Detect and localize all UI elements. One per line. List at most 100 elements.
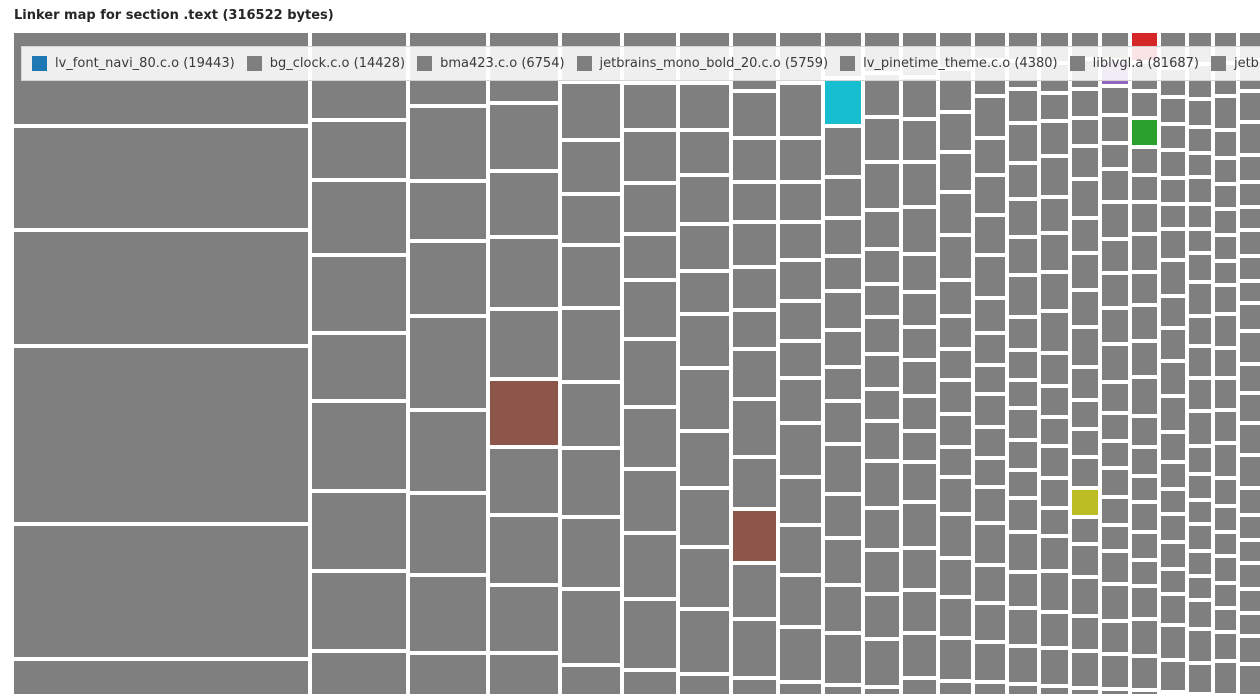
- treemap-column: [903, 33, 936, 694]
- treemap-cell: [1215, 663, 1236, 694]
- treemap-cell: [1102, 622, 1128, 653]
- treemap-cell: [1102, 553, 1128, 582]
- treemap-cell: [1041, 538, 1068, 570]
- treemap-cell: [1189, 100, 1211, 125]
- treemap-cell: [410, 243, 486, 314]
- treemap-cell: [1240, 456, 1260, 487]
- treemap-cell: [410, 318, 486, 408]
- treemap-cell: [1132, 177, 1157, 200]
- treemap-column: [1009, 33, 1037, 694]
- treemap-cell: [1215, 507, 1236, 530]
- treemap-cell: [1215, 186, 1236, 207]
- treemap-cell: [1041, 158, 1068, 195]
- treemap-cell: [1132, 92, 1157, 116]
- treemap-cell: [1102, 691, 1128, 694]
- treemap-cell: [903, 362, 936, 395]
- treemap-cell: [825, 331, 861, 365]
- treemap-cell: [1072, 545, 1098, 576]
- treemap-cell: [1161, 516, 1185, 541]
- treemap-column: [1215, 33, 1236, 694]
- treemap-cell: [1161, 397, 1185, 431]
- legend-item: lv_pinetime_theme.c.o (4380): [840, 56, 1058, 71]
- treemap-cell: [1132, 307, 1157, 339]
- legend-label: lv_pinetime_theme.c.o (4380): [863, 56, 1058, 71]
- treemap-cell: [624, 132, 676, 182]
- treemap-cell: [825, 686, 861, 694]
- treemap-cell: [1132, 273, 1157, 304]
- treemap-cell: [780, 576, 821, 625]
- treemap-cell: [1072, 458, 1098, 486]
- treemap-cell: [1072, 120, 1098, 144]
- treemap-cell: [1189, 552, 1211, 575]
- treemap-cell: [1161, 151, 1185, 176]
- treemap-cell: [1009, 382, 1037, 407]
- treemap-cell: [940, 560, 971, 596]
- treemap-cell: [624, 409, 676, 467]
- treemap-cell: [1009, 441, 1037, 468]
- treemap-cell: [1189, 284, 1211, 314]
- treemap-cell: [1009, 471, 1037, 496]
- treemap-cell: [1215, 584, 1236, 607]
- treemap-cell: [410, 412, 486, 491]
- treemap-cell: [410, 495, 486, 573]
- treemap-canvas: [14, 33, 1260, 694]
- treemap-cell: [1132, 658, 1157, 689]
- treemap-cell: [865, 212, 899, 247]
- treemap-cell: [680, 132, 729, 173]
- treemap-cell: [940, 317, 971, 347]
- treemap-cell: [1072, 291, 1098, 326]
- treemap-cell: [1132, 588, 1157, 617]
- treemap-cell: [1072, 147, 1098, 178]
- treemap-cell: [410, 655, 486, 694]
- legend-swatch-icon: [417, 56, 433, 71]
- treemap-cell: [940, 350, 971, 378]
- treemap-cell: [825, 635, 861, 683]
- treemap-cell: [865, 689, 899, 694]
- treemap-cell: [1161, 662, 1185, 691]
- treemap-cell: [940, 281, 971, 314]
- treemap-cell: [780, 139, 821, 180]
- treemap-cell: [1102, 203, 1128, 237]
- treemap-cell-highlight: [490, 381, 558, 445]
- treemap-cell: [975, 489, 1005, 522]
- treemap-cell: [975, 460, 1005, 486]
- treemap-cell: [680, 272, 729, 312]
- treemap-cell: [490, 311, 558, 377]
- treemap-cell: [1009, 318, 1037, 348]
- treemap-cell: [940, 599, 971, 637]
- treemap-cell: [14, 128, 308, 228]
- treemap-cell: [1009, 165, 1037, 198]
- treemap-cell: [1189, 380, 1211, 410]
- treemap-cell: [680, 176, 729, 222]
- treemap-cell: [1215, 444, 1236, 476]
- treemap-cell: [1240, 637, 1260, 662]
- legend-item: liblvgl.a (81687): [1069, 56, 1199, 71]
- treemap-cell: [1189, 413, 1211, 444]
- treemap-cell: [1161, 434, 1185, 460]
- treemap-cell: [865, 422, 899, 460]
- treemap-cell: [1189, 631, 1211, 662]
- treemap-cell: [865, 75, 899, 115]
- treemap-cell: [312, 257, 406, 331]
- treemap-cell: [1009, 499, 1037, 531]
- treemap-cell: [1240, 590, 1260, 612]
- legend-swatch-icon: [1210, 56, 1226, 71]
- treemap-cell: [1009, 277, 1037, 315]
- treemap-cell: [733, 620, 776, 677]
- treemap-cell: [1161, 595, 1185, 623]
- treemap-cell: [1215, 412, 1236, 441]
- treemap-cell: [1072, 181, 1098, 216]
- treemap-cell: [1215, 349, 1236, 377]
- legend-swatch-icon: [576, 56, 592, 71]
- treemap-cell: [624, 185, 676, 232]
- treemap-cell: [975, 257, 1005, 297]
- treemap-cell: [1041, 613, 1068, 647]
- treemap-cell: [865, 641, 899, 686]
- treemap-cell: [903, 679, 936, 694]
- treemap-cell: [1161, 570, 1185, 592]
- treemap-cell: [14, 232, 308, 344]
- treemap-cell: [940, 114, 971, 150]
- treemap-column: [14, 33, 308, 694]
- treemap-cell: [975, 604, 1005, 640]
- treemap-cell: [1215, 633, 1236, 660]
